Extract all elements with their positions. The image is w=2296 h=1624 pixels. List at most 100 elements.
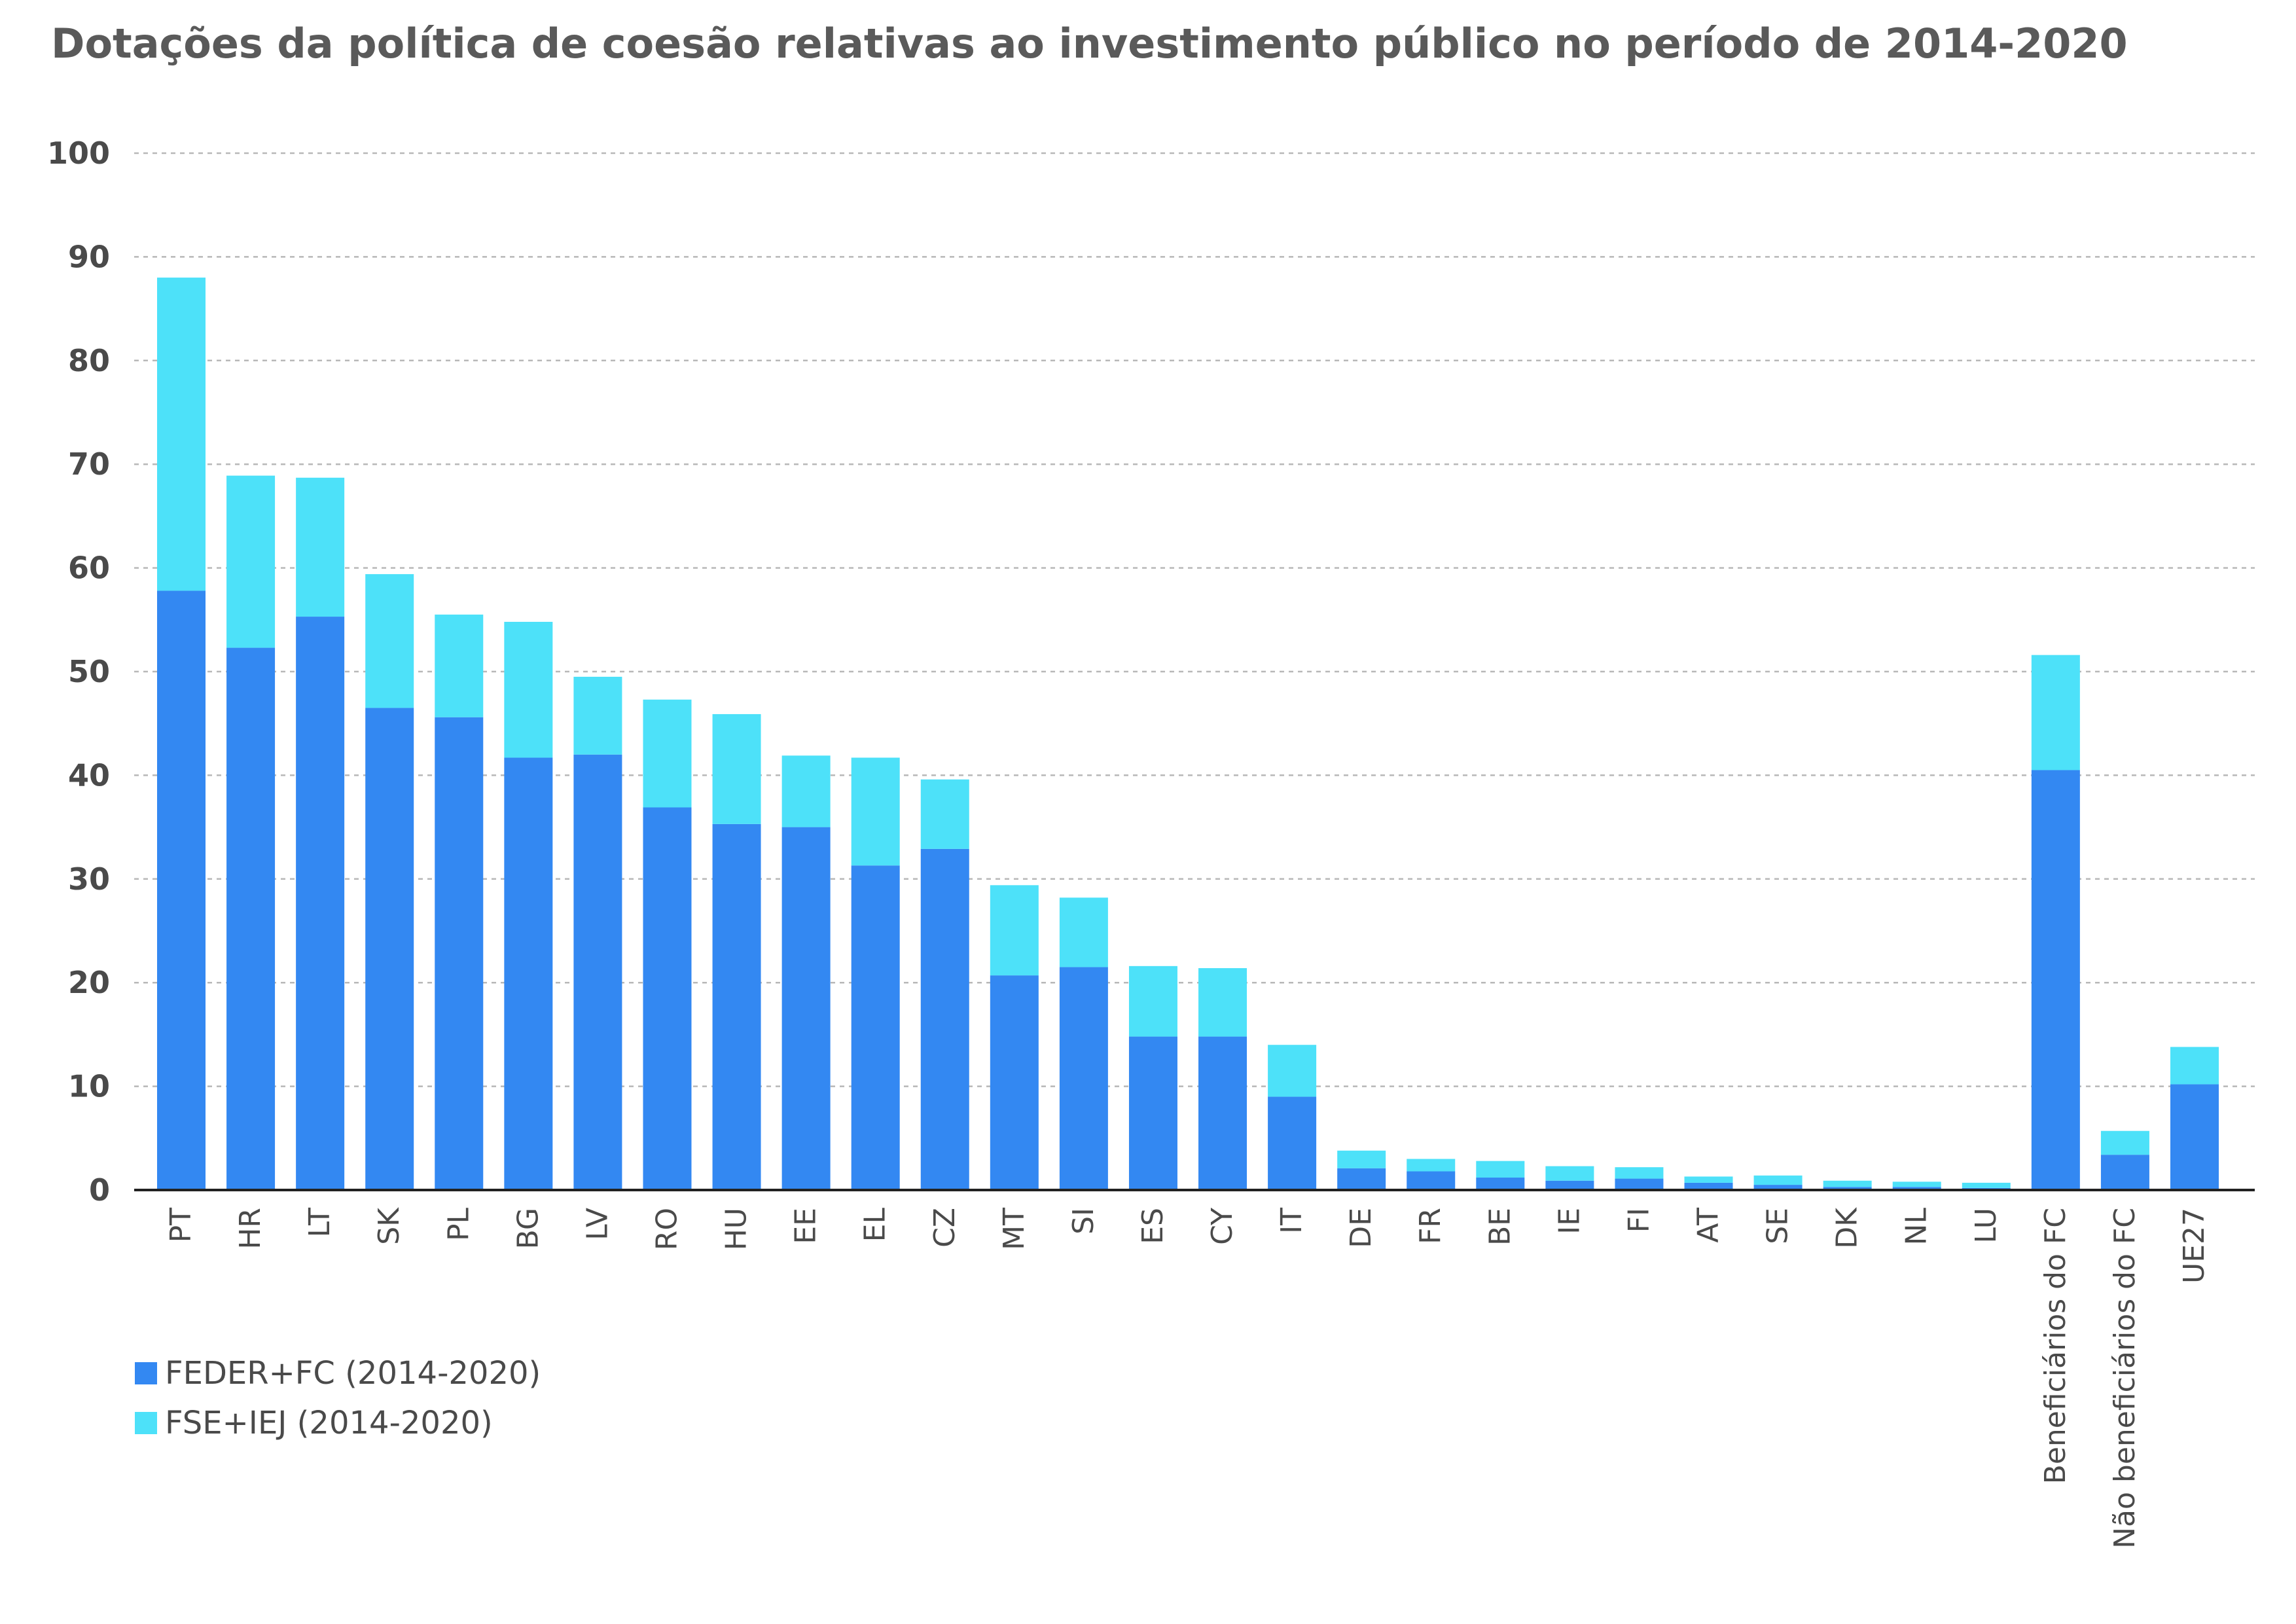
bar-fse-iej — [2100, 1130, 2149, 1155]
bar-fse-iej — [365, 574, 414, 708]
bar-fse-iej — [643, 699, 692, 808]
x-tick-label: LV — [581, 1208, 614, 1240]
bar-fse-iej — [1684, 1176, 1733, 1183]
legend-item-fse-iej: FSE+IEJ (2014-2020) — [135, 1398, 541, 1448]
chart-title: Dotações da política de coesão relativas… — [51, 20, 2128, 67]
y-axis-ticks: 0 10 20 30 40 50 60 70 80 90 100 — [47, 135, 110, 1208]
y-tick-label: 60 — [68, 550, 110, 586]
bar-feder-fc — [1892, 1187, 1941, 1190]
x-tick-label: BG — [511, 1208, 545, 1250]
bar-fse-iej — [1337, 1150, 1386, 1168]
x-tick-label: BE — [1483, 1208, 1516, 1246]
bar-feder-fc — [1128, 1036, 1177, 1190]
y-tick-label: 90 — [68, 239, 110, 274]
legend: FEDER+FC (2014-2020) FSE+IEJ (2014-2020) — [135, 1348, 541, 1448]
bar-feder-fc — [1753, 1185, 1803, 1190]
x-tick-label: Beneficiários do FC — [2039, 1208, 2072, 1484]
x-tick-label: CZ — [928, 1208, 961, 1248]
bar-fse-iej — [296, 477, 345, 617]
x-tick-label: FR — [1414, 1208, 1447, 1244]
bar-feder-fc — [1615, 1178, 1664, 1190]
bar-fse-iej — [712, 713, 761, 824]
y-tick-label: 20 — [68, 965, 110, 1000]
bar-fse-iej — [435, 614, 484, 717]
y-tick-label: 40 — [68, 757, 110, 793]
bar-fse-iej — [920, 779, 969, 849]
bar-fse-iej — [781, 755, 831, 827]
bars — [157, 278, 2219, 1190]
bar-fse-iej — [1545, 1166, 1594, 1181]
bar-fse-iej — [851, 757, 900, 866]
legend-swatch-fse-iej — [135, 1412, 157, 1434]
bar-feder-fc — [712, 823, 761, 1190]
y-tick-label: 70 — [68, 446, 110, 482]
bar-feder-fc — [573, 754, 622, 1190]
bar-feder-fc — [990, 975, 1039, 1190]
x-tick-label: FI — [1622, 1208, 1655, 1233]
y-tick-label: 80 — [68, 343, 110, 378]
bar-feder-fc — [2170, 1084, 2219, 1190]
y-tick-label: 0 — [89, 1172, 110, 1208]
bar-fse-iej — [990, 885, 1039, 976]
bar-feder-fc — [643, 807, 692, 1190]
x-tick-label: HR — [234, 1208, 267, 1250]
x-tick-label: PT — [164, 1208, 198, 1243]
legend-label-feder-fc: FEDER+FC (2014-2020) — [165, 1355, 541, 1392]
bar-fse-iej — [1753, 1175, 1803, 1185]
bar-fse-iej — [1268, 1045, 1317, 1097]
x-tick-label: DK — [1831, 1207, 1864, 1249]
bar-fse-iej — [1128, 965, 1177, 1037]
bar-feder-fc — [851, 865, 900, 1190]
bar-feder-fc — [1684, 1182, 1733, 1190]
x-tick-label: SK — [372, 1207, 406, 1245]
bar-feder-fc — [1268, 1096, 1317, 1190]
bar-fse-iej — [1823, 1180, 1872, 1187]
bar-feder-fc — [1476, 1177, 1525, 1190]
x-tick-label: CY — [1206, 1208, 1239, 1245]
x-tick-label: PL — [442, 1208, 475, 1242]
y-tick-label: 10 — [68, 1069, 110, 1104]
bar-fse-iej — [1198, 968, 1247, 1037]
bar-feder-fc — [435, 717, 484, 1190]
bar-fse-iej — [1615, 1167, 1664, 1179]
y-tick-label: 100 — [47, 135, 110, 171]
bar-feder-fc — [781, 827, 831, 1190]
bar-feder-fc — [1545, 1180, 1594, 1190]
bar-fse-iej — [1059, 897, 1108, 967]
bar-feder-fc — [920, 848, 969, 1190]
bar-fse-iej — [1962, 1182, 2011, 1188]
x-tick-label: LT — [303, 1208, 336, 1237]
legend-swatch-feder-fc — [135, 1362, 157, 1384]
bar-feder-fc — [2100, 1155, 2149, 1190]
bar-fse-iej — [1892, 1182, 1941, 1187]
legend-item-feder-fc: FEDER+FC (2014-2020) — [135, 1348, 541, 1398]
bar-feder-fc — [1198, 1036, 1247, 1190]
x-tick-label: ES — [1136, 1208, 1170, 1244]
bar-fse-iej — [226, 475, 276, 648]
x-tick-label: IT — [1275, 1208, 1308, 1234]
bar-feder-fc — [296, 617, 345, 1190]
bar-fse-iej — [504, 621, 553, 758]
x-tick-label: DE — [1344, 1208, 1378, 1248]
bar-feder-fc — [365, 708, 414, 1190]
bar-fse-iej — [1476, 1161, 1525, 1178]
x-tick-label: NL — [1900, 1208, 1933, 1246]
bar-fse-iej — [157, 278, 206, 591]
x-tick-label: EL — [859, 1208, 892, 1242]
x-tick-label: SE — [1761, 1208, 1795, 1244]
x-tick-label: SI — [1067, 1208, 1100, 1235]
bar-fse-iej — [2170, 1047, 2219, 1085]
bar-feder-fc — [226, 647, 276, 1190]
x-tick-label: HU — [720, 1208, 753, 1250]
bar-fse-iej — [2031, 655, 2080, 770]
x-tick-label: LU — [1969, 1208, 2003, 1244]
bar-feder-fc — [157, 590, 206, 1190]
x-tick-label: UE27 — [2178, 1208, 2211, 1284]
legend-label-fse-iej: FSE+IEJ (2014-2020) — [165, 1405, 493, 1441]
y-tick-label: 50 — [68, 654, 110, 689]
x-tick-label: EE — [789, 1208, 823, 1244]
bar-fse-iej — [573, 676, 622, 755]
x-tick-label: MT — [997, 1208, 1031, 1250]
bar-fse-iej — [1407, 1159, 1456, 1172]
bar-feder-fc — [2031, 770, 2080, 1190]
